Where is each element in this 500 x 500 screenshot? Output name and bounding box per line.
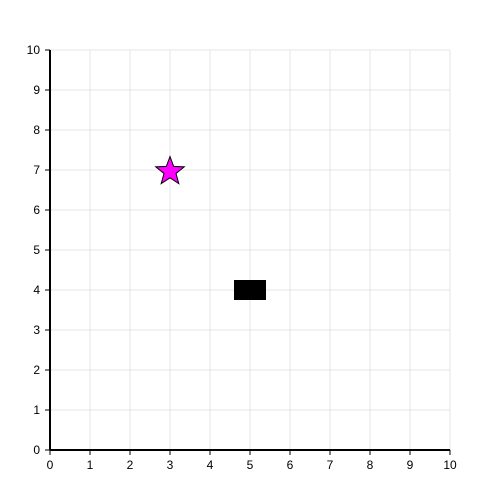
x-tick-label-2: 2: [127, 458, 134, 472]
y-tick-label-1: 1: [33, 403, 40, 417]
y-tick-label-2: 2: [33, 363, 40, 377]
x-tick-label-8: 8: [367, 458, 374, 472]
y-tick-label-3: 3: [33, 323, 40, 337]
x-tick-label-3: 3: [167, 458, 174, 472]
y-tick-label-4: 4: [33, 283, 40, 297]
x-tick-label-7: 7: [327, 458, 334, 472]
grid: [50, 49, 451, 450]
x-tick-label-4: 4: [207, 458, 214, 472]
ticks: 0 1 2 3 4 5 6 7 8 9 10 0 1 2 3 4 5 6 7 8 9 10: [27, 43, 457, 472]
y-tick-label-10: 10: [27, 43, 41, 57]
star-marker: [154, 155, 186, 185]
data-marks: [154, 155, 266, 300]
y-tick-label-6: 6: [33, 203, 40, 217]
x-tick-label-9: 9: [407, 458, 414, 472]
x-tick-label-5: 5: [247, 458, 254, 472]
y-tick-label-7: 7: [33, 163, 40, 177]
x-tick-label-0: 0: [47, 458, 54, 472]
x-tick-label-6: 6: [287, 458, 294, 472]
y-tick-label-9: 9: [33, 83, 40, 97]
x-tick-label-1: 1: [87, 458, 94, 472]
x-tick-label-10: 10: [443, 458, 457, 472]
y-tick-label-5: 5: [33, 243, 40, 257]
rectangle-marker: [234, 280, 266, 300]
y-tick-label-0: 0: [33, 443, 40, 457]
y-tick-label-8: 8: [33, 123, 40, 137]
